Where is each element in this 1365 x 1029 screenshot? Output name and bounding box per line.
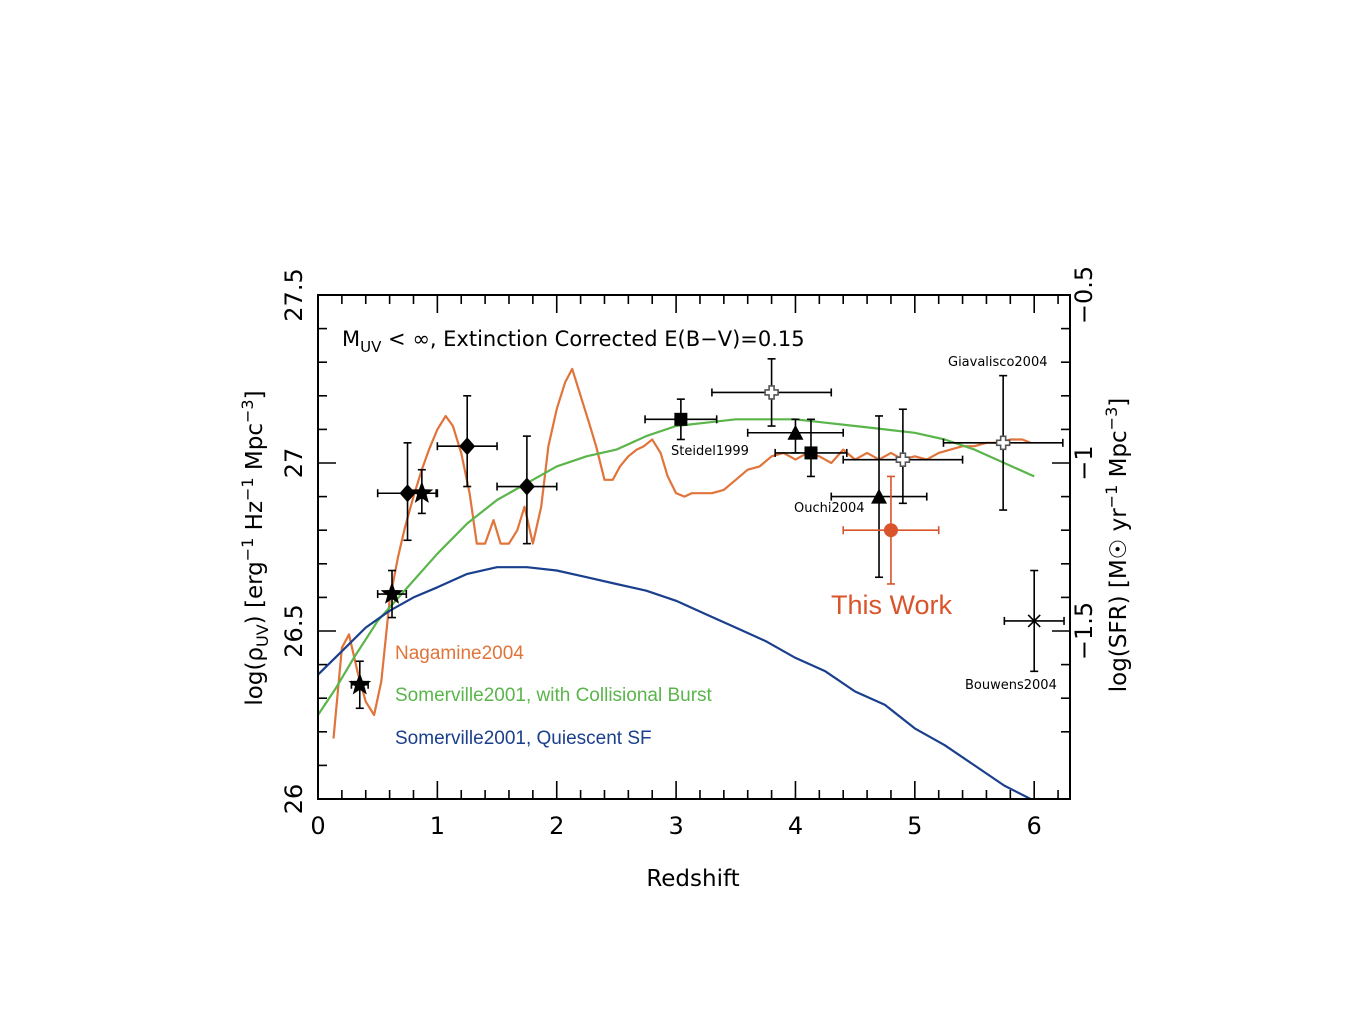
y-tick-label-right: −1.5	[1070, 602, 1098, 660]
y-tick-label-left: 26	[280, 784, 308, 815]
curve-nagamine2004	[332, 367, 1032, 739]
cross-marker	[764, 385, 779, 400]
x-marker	[1027, 614, 1041, 628]
plot-border	[317, 294, 1071, 800]
point-ouchi2004	[746, 418, 845, 454]
star-marker	[380, 582, 404, 604]
x-tick-label: 0	[310, 812, 325, 840]
curve-somerville2001-quiescent-sf	[317, 566, 1032, 800]
y-tick-label-left: 26.5	[280, 604, 308, 657]
label-giavalisco2004: Giavalisco2004	[948, 355, 1048, 370]
y-tick-label-left: 27.5	[280, 268, 308, 321]
point-diamonds	[496, 435, 558, 545]
y-tick-label-left: 27	[280, 448, 308, 479]
triangle-marker	[871, 488, 888, 504]
point-giavalisco2004	[711, 358, 833, 427]
point-stars	[348, 660, 372, 710]
curve-somerville2001-with-collisional-burst	[317, 418, 1035, 716]
diamond-marker	[399, 484, 416, 503]
x-tick-label: 5	[907, 812, 922, 840]
x-tick-label: 2	[549, 812, 564, 840]
x-tick-label: 3	[668, 812, 683, 840]
legend-somerville-quiescent: Somerville2001, Quiescent SF	[395, 728, 652, 749]
circle-marker	[883, 523, 898, 538]
point-ouchi2004	[830, 415, 928, 579]
model-curves	[317, 367, 1035, 800]
label-bouwens2004: Bouwens2004	[965, 678, 1057, 693]
label-steidel1999: Steidel1999	[671, 444, 749, 459]
plot-frame	[317, 294, 1071, 800]
point-giavalisco2004	[942, 374, 1064, 511]
label-ouchi2004: Ouchi2004	[794, 501, 865, 516]
chart-title: MUV < ∞, Extinction Corrected E(B−V)=0.1…	[342, 327, 805, 356]
square-marker	[804, 446, 818, 460]
x-tick-label: 6	[1027, 812, 1042, 840]
point-bouwens2004	[1003, 569, 1065, 673]
y-axis-title-right: log(SFR) [M☉ yr−1 Mpc−3]	[1102, 398, 1132, 693]
x-axis-title: Redshift	[646, 866, 739, 892]
y-axis-title-left: log(ρUV) [erg−1 Hz−1 Mpc−3]	[238, 390, 272, 705]
y-tick-label-right: −1	[1070, 445, 1098, 480]
diamond-marker	[518, 477, 535, 496]
cross-marker	[895, 452, 911, 467]
legend-nagamine2004: Nagamine2004	[395, 643, 524, 664]
point-diamonds	[436, 394, 498, 488]
point-this-work	[842, 475, 940, 585]
legend-somerville-burst: Somerville2001, with Collisional Burst	[395, 685, 713, 706]
diamond-marker	[459, 437, 476, 456]
point-giavalisco2004	[842, 408, 964, 505]
x-tick-label: 1	[430, 812, 445, 840]
data-points	[348, 358, 1065, 710]
point-stars	[376, 569, 408, 619]
point-steidel1999	[774, 418, 848, 478]
x-tick-label: 4	[788, 812, 803, 840]
star-marker	[410, 481, 434, 503]
square-marker	[674, 412, 688, 426]
y-tick-label-right: −0.5	[1070, 266, 1098, 324]
label-this-work: This Work	[831, 590, 953, 620]
point-diamonds	[376, 442, 439, 542]
star-marker	[348, 672, 372, 695]
point-steidel1999	[644, 398, 718, 441]
cross-marker	[995, 435, 1011, 451]
triangle-marker	[787, 424, 804, 440]
axis-ticks: 0 1 2 3 4 5 6 26 26.5 27 27.5 −1.5 −1 −0.5	[280, 266, 1098, 840]
